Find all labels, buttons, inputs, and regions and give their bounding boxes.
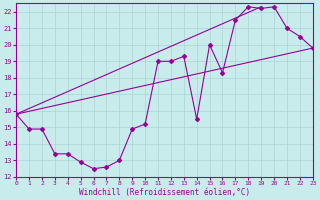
X-axis label: Windchill (Refroidissement éolien,°C): Windchill (Refroidissement éolien,°C)	[79, 188, 250, 197]
